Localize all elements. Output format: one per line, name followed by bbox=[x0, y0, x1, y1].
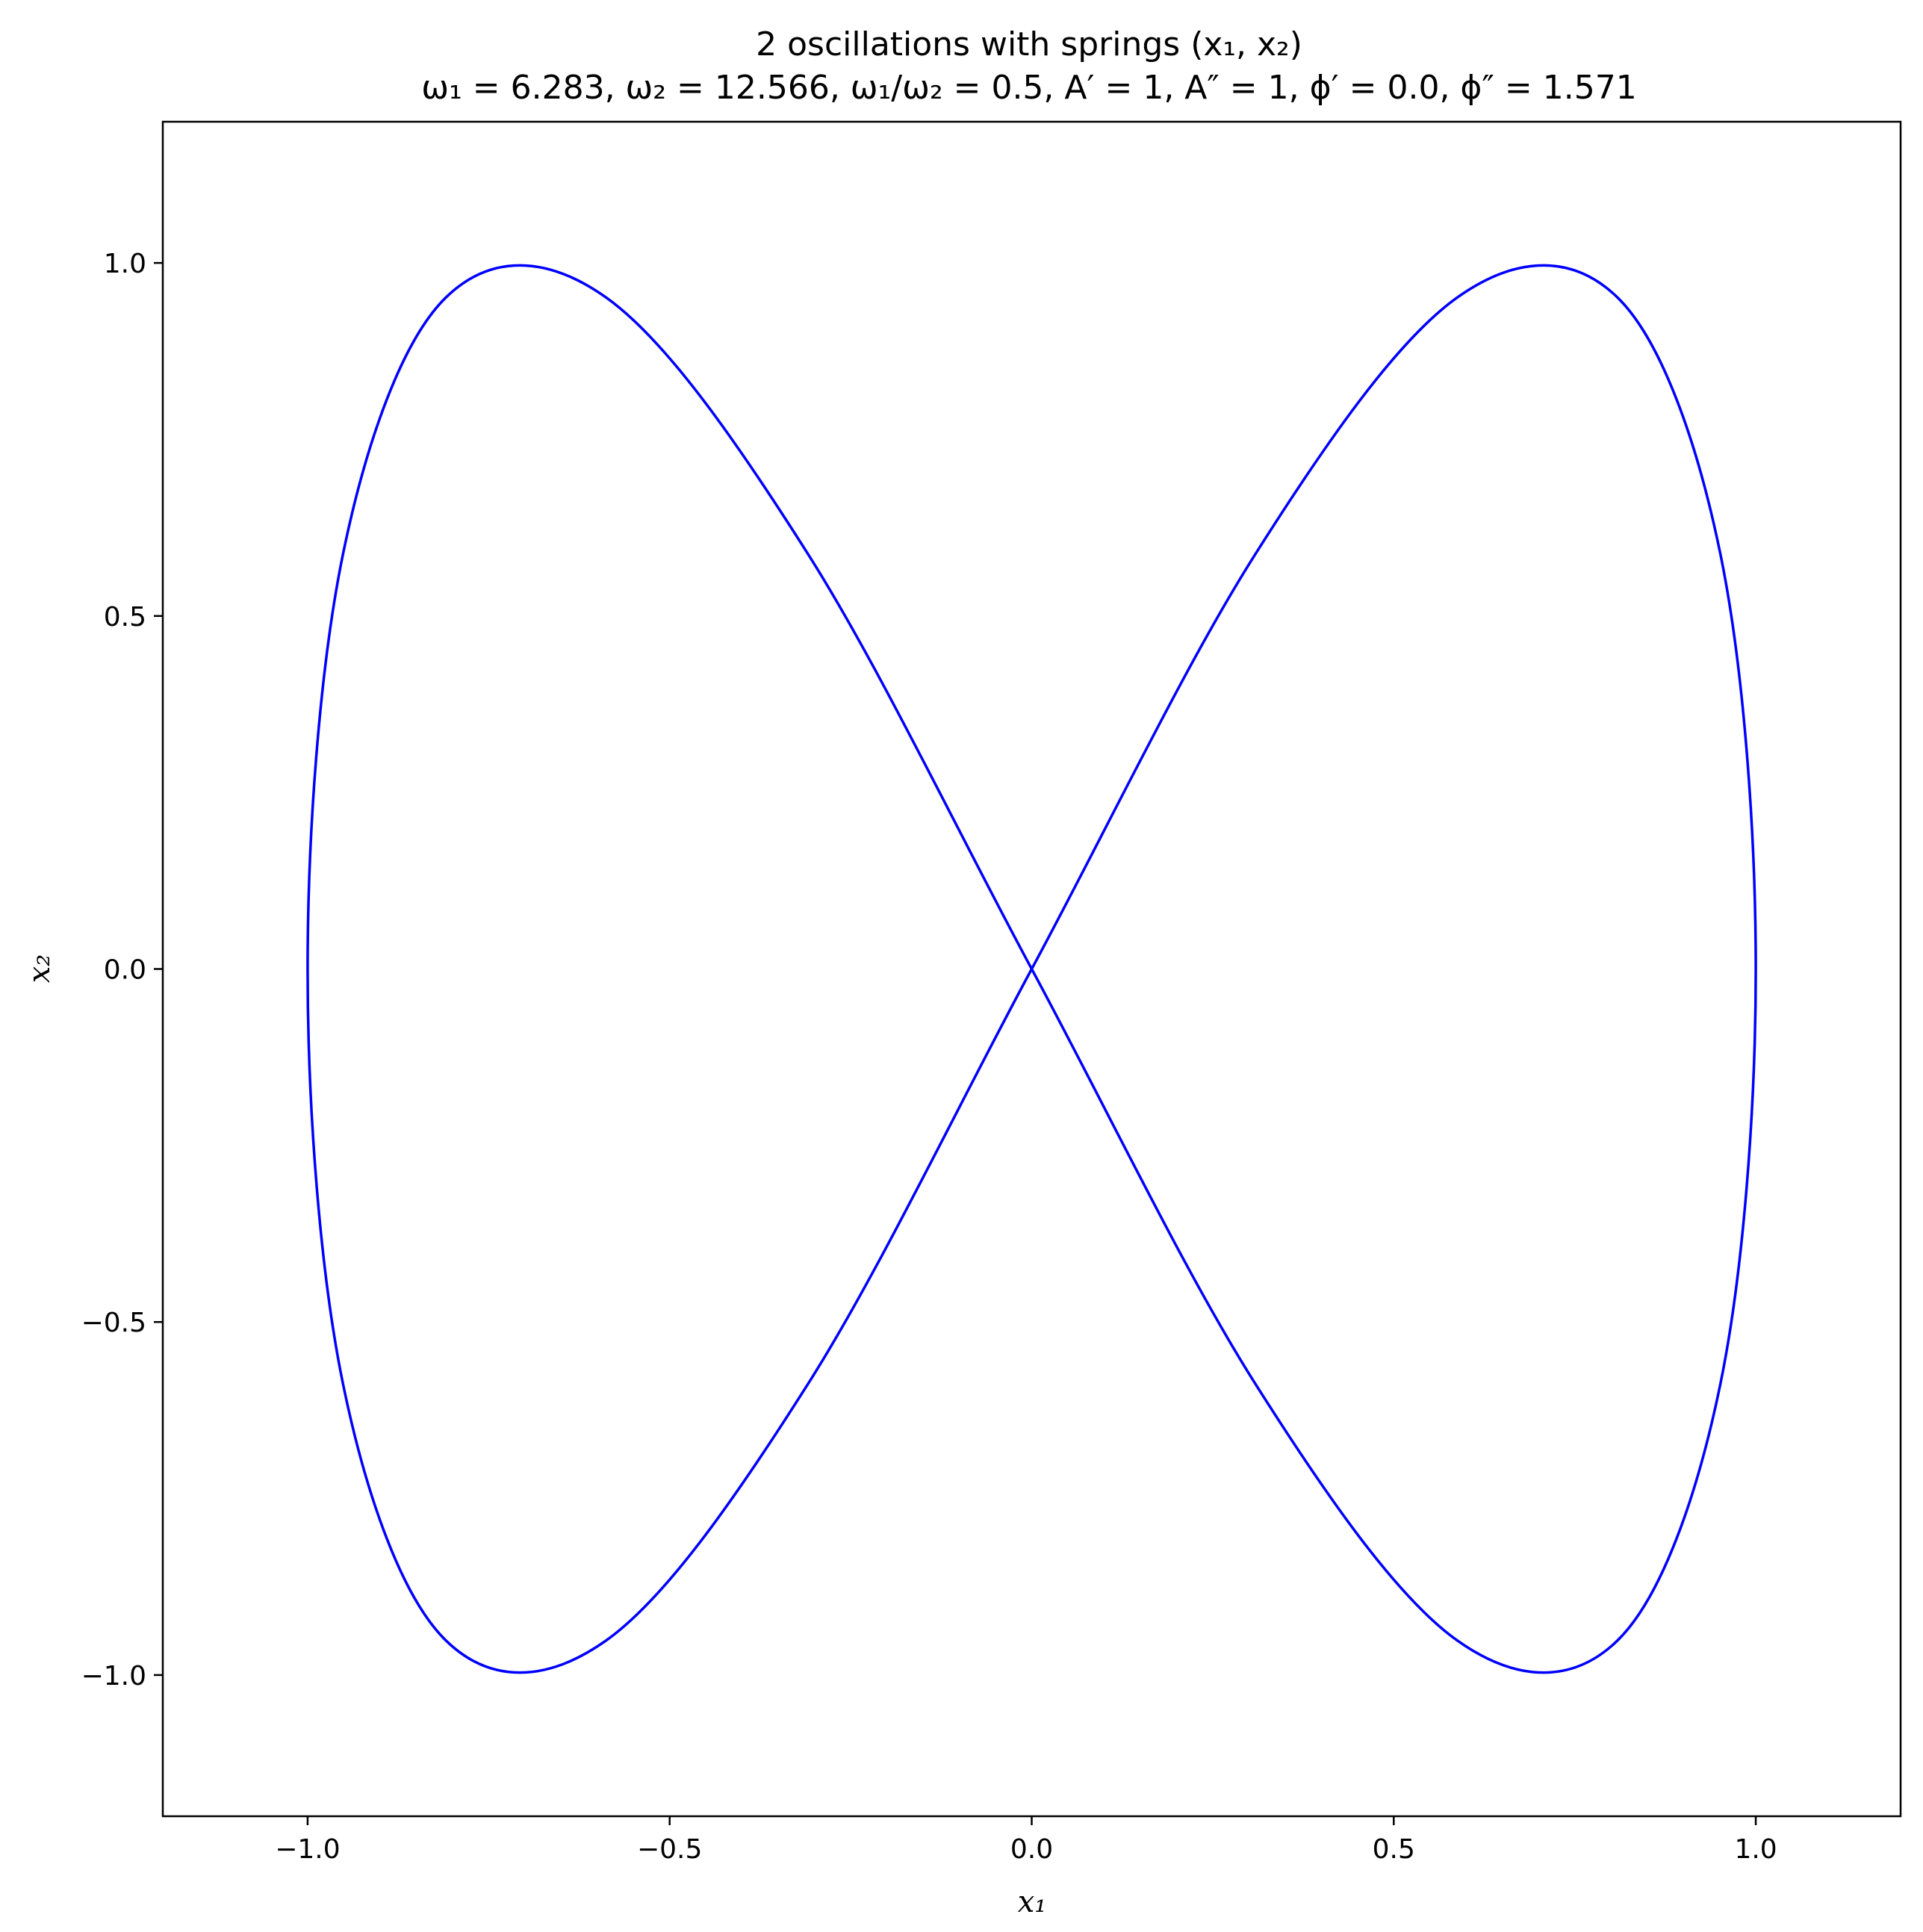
x-tick-label: 0.0 bbox=[1010, 1834, 1053, 1865]
x-tick-label: −1.0 bbox=[275, 1834, 340, 1865]
x-tick-label: −0.5 bbox=[637, 1834, 702, 1865]
series-line-0 bbox=[306, 264, 1757, 1674]
y-axis-label: x₂ bbox=[22, 954, 57, 984]
y-tick-label: −0.5 bbox=[81, 1308, 146, 1338]
chart-subtitle: ω₁ = 6.283, ω₂ = 12.566, ω₁/ω₂ = 0.5, A′… bbox=[421, 69, 1636, 107]
x-tick-label: 1.0 bbox=[1734, 1834, 1777, 1865]
y-tick-label: 0.5 bbox=[104, 602, 146, 633]
y-tick-label: 0.0 bbox=[104, 955, 146, 986]
y-axis-ticks: −1.0 −0.5 0.0 0.5 1.0 bbox=[81, 249, 163, 1692]
x-tick-label: 0.5 bbox=[1373, 1834, 1415, 1865]
plot-content bbox=[306, 264, 1757, 1674]
x-axis-label: x₁ bbox=[1018, 1885, 1047, 1919]
x-axis-ticks: −1.0 −0.5 0.0 0.5 1.0 bbox=[275, 1816, 1777, 1865]
y-tick-label: 1.0 bbox=[104, 249, 146, 279]
y-tick-label: −1.0 bbox=[81, 1661, 146, 1692]
chart-title: 2 oscillations with springs (x₁, x₂) bbox=[756, 25, 1302, 63]
